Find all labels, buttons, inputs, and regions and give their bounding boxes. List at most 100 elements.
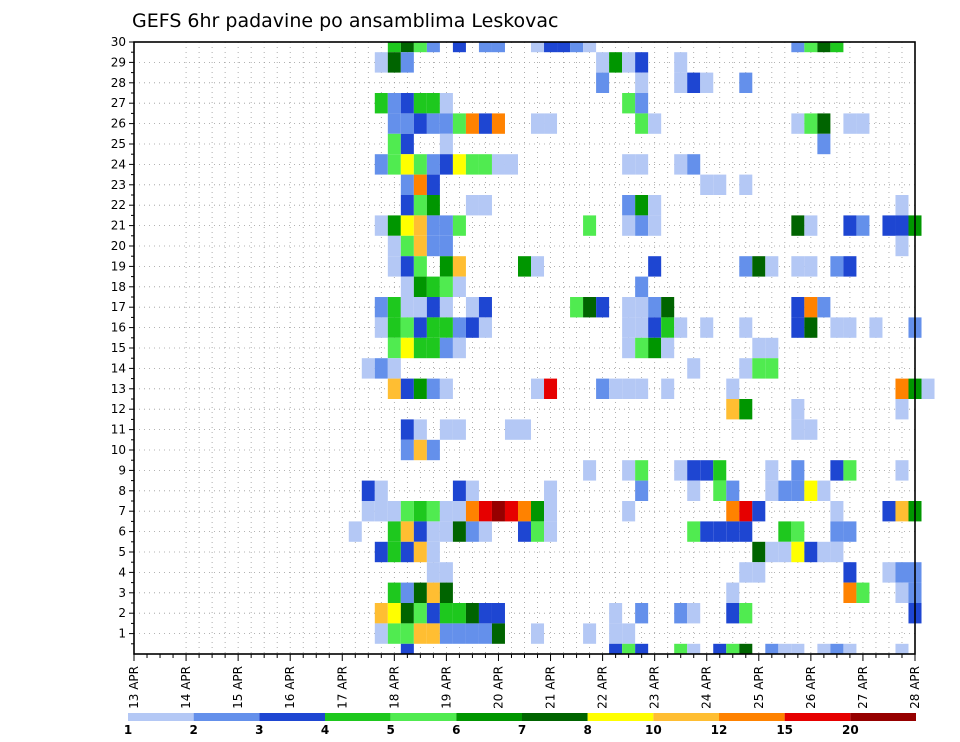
heatmap-cell xyxy=(452,603,466,624)
heatmap-cell xyxy=(544,42,558,53)
heatmap-cell xyxy=(439,603,453,624)
heatmap-cell xyxy=(400,297,414,318)
heatmap-cell xyxy=(491,42,505,53)
colorbar-label: 4 xyxy=(321,723,329,737)
heatmap-cell xyxy=(426,582,440,603)
heatmap-cell xyxy=(478,603,492,624)
heatmap-cell xyxy=(609,643,623,654)
heatmap-cell xyxy=(452,337,466,359)
heatmap-cell xyxy=(413,154,427,175)
heatmap-cell xyxy=(413,541,427,563)
heatmap-cell xyxy=(478,297,492,318)
y-tick-label: 17 xyxy=(111,300,126,314)
heatmap-cell xyxy=(426,541,440,563)
heatmap-cell xyxy=(426,603,440,624)
heatmap-cell xyxy=(517,521,532,542)
colorbar-swatch xyxy=(193,713,260,721)
heatmap-cell xyxy=(387,603,401,624)
heatmap-cell xyxy=(452,276,466,297)
heatmap-cell xyxy=(622,317,636,338)
heatmap-cell xyxy=(843,562,857,583)
heatmap-cell xyxy=(400,195,414,216)
heatmap-cell xyxy=(713,480,727,501)
heatmap-cell xyxy=(791,297,805,318)
heatmap-cell xyxy=(413,93,427,114)
heatmap-cell xyxy=(635,113,649,134)
heatmap-cell xyxy=(713,521,727,542)
colorbar-swatch xyxy=(653,713,719,721)
heatmap-cell xyxy=(387,317,401,338)
x-tick-label: 22 APR xyxy=(596,666,610,709)
heatmap-cell xyxy=(635,297,649,318)
y-axis: 1234567891011121314151617181920212223242… xyxy=(111,35,134,645)
heatmap-cell xyxy=(674,52,688,73)
heatmap-cell xyxy=(531,113,545,134)
heatmap-cell xyxy=(804,215,818,236)
heatmap-cell xyxy=(465,623,479,644)
heatmap-cell xyxy=(400,215,414,236)
heatmap-cell xyxy=(700,72,714,93)
heatmap-cell xyxy=(778,480,792,501)
heatmap-cell xyxy=(687,643,701,654)
colorbar-label: 3 xyxy=(255,723,263,737)
heatmap-cell xyxy=(843,113,857,134)
heatmap-cell xyxy=(830,501,844,522)
heatmap-cell xyxy=(739,603,753,624)
heatmap-cell xyxy=(400,113,414,134)
heatmap-cell xyxy=(439,501,453,522)
y-tick-label: 18 xyxy=(111,280,126,294)
heatmap-cell xyxy=(726,521,740,542)
heatmap-cell xyxy=(843,582,857,603)
heatmap-cell xyxy=(374,541,388,563)
heatmap-cell xyxy=(531,378,545,399)
heatmap-cell xyxy=(843,215,857,236)
heatmap-cell xyxy=(374,52,388,73)
heatmap-cell xyxy=(387,256,401,277)
colorbar-swatch xyxy=(522,713,588,721)
heatmap-cell xyxy=(413,297,427,318)
heatmap-cell xyxy=(426,215,440,236)
heatmap-cell xyxy=(452,419,466,440)
data-cells xyxy=(348,42,935,654)
heatmap-cell xyxy=(387,113,401,134)
heatmap-cell xyxy=(557,42,571,53)
heatmap-cell xyxy=(843,460,857,481)
heatmap-cell xyxy=(622,337,636,359)
y-tick-label: 15 xyxy=(111,341,126,355)
heatmap-cell xyxy=(426,378,440,399)
heatmap-cell xyxy=(413,419,427,440)
heatmap-cell xyxy=(426,317,440,338)
x-tick-label: 18 APR xyxy=(387,666,401,709)
heatmap-cell xyxy=(583,460,597,481)
heatmap-cell xyxy=(830,541,844,563)
heatmap-cell xyxy=(609,603,623,624)
heatmap-cell xyxy=(687,480,701,501)
heatmap-cell xyxy=(400,317,414,338)
heatmap-cell xyxy=(765,256,779,277)
heatmap-cell xyxy=(648,195,662,216)
heatmap-cell xyxy=(374,215,388,236)
heatmap-cell xyxy=(374,480,388,501)
heatmap-cell xyxy=(817,643,831,654)
heatmap-cell xyxy=(439,276,453,297)
heatmap-cell xyxy=(544,378,558,399)
colorbar-label: 20 xyxy=(842,723,859,737)
heatmap-cell xyxy=(426,337,440,359)
heatmap-cell xyxy=(765,460,779,481)
heatmap-cell xyxy=(544,113,558,134)
heatmap-cell xyxy=(830,521,844,542)
heatmap-cell xyxy=(504,154,518,175)
heatmap-cell xyxy=(895,399,909,420)
y-tick-label: 29 xyxy=(111,55,126,69)
heatmap-cell xyxy=(439,562,453,583)
heatmap-cell xyxy=(439,93,453,114)
heatmap-cell xyxy=(674,603,688,624)
chart-title: GEFS 6hr padavine po ansamblima Leskovac xyxy=(132,10,559,32)
heatmap-cell xyxy=(387,521,401,542)
heatmap-cell xyxy=(531,42,545,53)
heatmap-cell xyxy=(400,42,414,53)
y-tick-label: 4 xyxy=(118,565,126,579)
heatmap-cell xyxy=(387,93,401,114)
heatmap-cell xyxy=(452,256,466,277)
x-tick-label: 24 APR xyxy=(700,666,714,709)
